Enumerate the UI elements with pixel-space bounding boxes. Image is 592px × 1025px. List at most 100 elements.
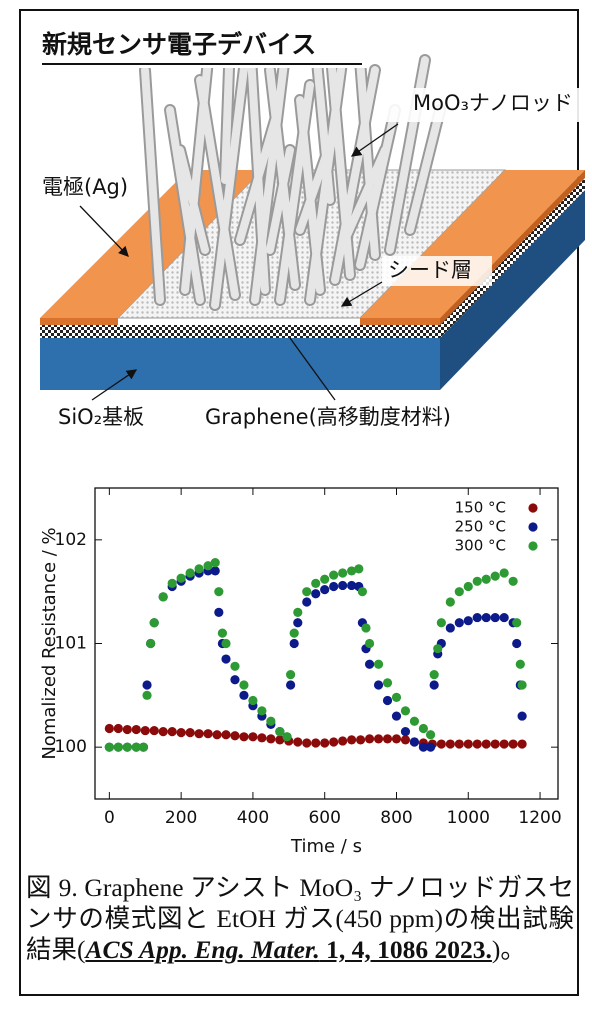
point [365, 734, 374, 743]
x-tick-label: 1000 [447, 808, 490, 828]
rods-label: MoO₃ナノロッド [413, 91, 573, 115]
point [426, 743, 435, 752]
point [114, 724, 123, 733]
point [358, 587, 367, 596]
point [491, 613, 500, 622]
point [114, 743, 123, 752]
point [214, 608, 223, 617]
point [221, 730, 230, 739]
substrate-label: SiO₂基板 [58, 405, 144, 429]
point [239, 732, 248, 741]
point [401, 727, 410, 736]
point [500, 568, 509, 577]
point [248, 696, 257, 705]
point [286, 670, 295, 679]
point [473, 577, 482, 586]
point [239, 691, 248, 700]
point [482, 575, 491, 584]
point [338, 736, 347, 745]
point [482, 739, 491, 748]
diagram-title: 新規センサ電子デバイス [42, 30, 316, 59]
point [430, 670, 439, 679]
point [338, 581, 347, 590]
point [401, 706, 410, 715]
caption-end: )。 [492, 935, 526, 964]
point [392, 693, 401, 702]
legend-marker [528, 503, 537, 512]
legend-label: 250 °C [455, 518, 506, 536]
point [168, 579, 177, 588]
point [239, 680, 248, 689]
point [354, 564, 363, 573]
legend-label: 150 °C [455, 499, 506, 517]
point [282, 732, 291, 741]
point [302, 738, 311, 747]
point [141, 726, 150, 735]
point [410, 737, 419, 746]
point [123, 743, 132, 752]
arrow [80, 206, 128, 256]
point [293, 737, 302, 746]
point [211, 558, 220, 567]
point [214, 587, 223, 596]
point [218, 629, 227, 638]
point [290, 639, 299, 648]
point [293, 608, 302, 617]
x-tick-label: 200 [165, 808, 197, 828]
point [150, 726, 159, 735]
point [302, 597, 311, 606]
point [500, 613, 509, 622]
point [159, 592, 168, 601]
x-tick-label: 0 [104, 808, 115, 828]
point [320, 738, 329, 747]
point [248, 732, 257, 741]
figure: 新規センサ電子デバイス MoO₃ナノロッド 電極(Ag) シード層 SiO₂基板… [0, 0, 592, 1021]
page: 新規センサ電子デバイス MoO₃ナノロッド 電極(Ag) シード層 SiO₂基板… [0, 0, 592, 1021]
point [266, 717, 275, 726]
point [464, 739, 473, 748]
point [293, 618, 302, 627]
point [356, 735, 365, 744]
point [392, 734, 401, 743]
graphene-label: Graphene(高移動度材料) [205, 405, 451, 429]
point [132, 725, 141, 734]
point [512, 639, 521, 648]
electrode-label: 電極(Ag) [42, 175, 128, 199]
point [464, 582, 473, 591]
citation[interactable]: ACS App. Eng. Mater. 1, 4, 1086 2023. [86, 935, 492, 964]
point [320, 575, 329, 584]
point [177, 728, 186, 737]
point [446, 623, 455, 632]
point [347, 735, 356, 744]
point [266, 734, 275, 743]
point [426, 730, 435, 739]
point [286, 680, 295, 689]
point [383, 734, 392, 743]
point [290, 629, 299, 638]
point [221, 654, 230, 663]
citation-reference[interactable]: 1, 4, 1086 2023. [320, 935, 492, 964]
point [500, 739, 509, 748]
citation-journal[interactable]: ACS App. Eng. Mater. [86, 935, 320, 964]
point [123, 725, 132, 734]
point [430, 680, 439, 689]
point [311, 579, 320, 588]
point [221, 639, 230, 648]
point [230, 675, 239, 684]
point [516, 660, 525, 669]
point [311, 589, 320, 598]
point [374, 680, 383, 689]
point [482, 613, 491, 622]
point [419, 724, 428, 733]
point [329, 737, 338, 746]
point [437, 739, 446, 748]
caption: 図 9. Graphene アシスト MoO₃ ナノロッドガスセンサの模式図と … [26, 872, 574, 965]
point [146, 639, 155, 648]
point [159, 727, 168, 736]
point [509, 577, 518, 586]
point [464, 616, 473, 625]
legend-marker [528, 541, 537, 550]
point [392, 711, 401, 720]
point [455, 587, 464, 596]
point [139, 743, 148, 752]
